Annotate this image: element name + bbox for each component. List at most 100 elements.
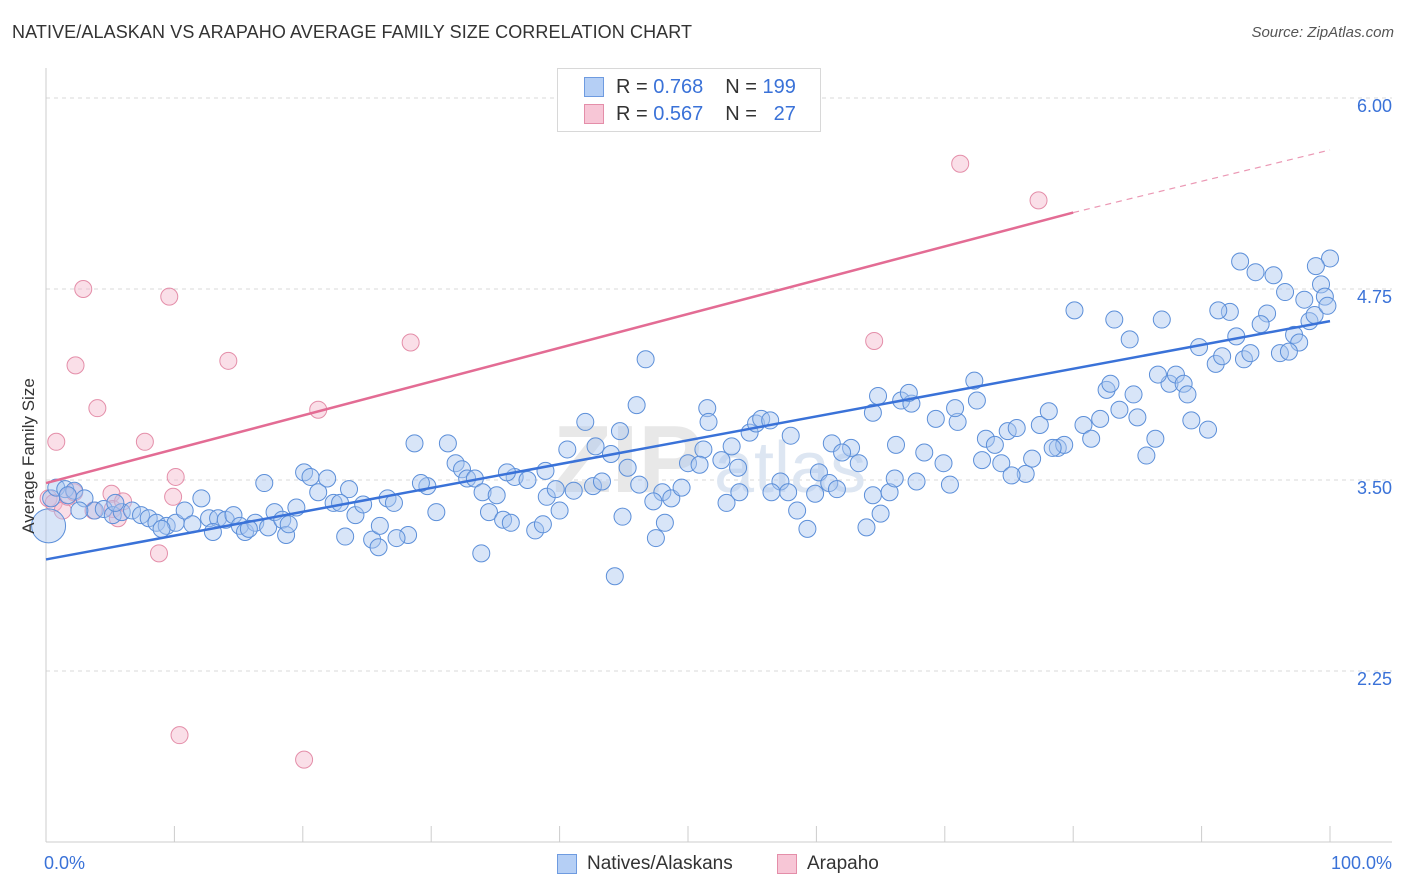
natives-point [340,480,359,499]
natives-point [399,526,418,545]
natives-point [653,483,672,502]
natives-point [644,492,663,511]
natives-point [1270,344,1289,363]
natives-point [1166,365,1185,384]
natives-point [788,501,807,520]
natives-point [301,467,320,486]
natives-point [106,493,125,512]
natives-point [346,506,365,525]
y-tick-label: 6.00 [1357,96,1392,116]
bottom-legend-pink-label: Arapaho [807,853,879,874]
natives-point [762,483,781,502]
natives-point [915,443,934,462]
y-tick-label: 4.75 [1357,287,1392,307]
natives-point [1206,354,1225,373]
natives-point [1065,301,1084,320]
natives-point [729,458,748,477]
legend-n-value: 27 [773,102,796,125]
natives-point [1209,301,1228,320]
natives-point [175,501,194,520]
natives-point [1276,283,1295,302]
arapaho-point [295,750,314,769]
watermark-layer: ZIP atlas [553,406,866,513]
arapaho-point [149,544,168,563]
label-layer: 2.25 3.50 4.75 6.00 0.0% 100.0% Average Family… [19,96,1392,873]
natives-point [85,501,104,520]
natives-point [1137,446,1156,465]
natives-point [1290,333,1309,352]
arapaho-trend-line [45,211,1074,485]
natives-point [1312,275,1331,294]
natives-point [487,486,506,505]
natives-point [586,437,605,456]
natives-point [1199,420,1218,439]
natives-point [940,475,959,494]
bottom-legend-swatch-blue [557,854,577,874]
natives-point [152,519,171,538]
natives-point [295,463,314,482]
natives-point [779,483,798,502]
natives-point [1182,411,1201,430]
natives-point [730,483,749,502]
y-tick-label: 3.50 [1357,478,1392,498]
natives-point [558,440,577,459]
natives-point [992,454,1011,473]
natives-point [1030,415,1049,434]
legend-r-label: R = [616,75,648,98]
natives-point [336,527,355,546]
natives-point [309,483,328,502]
natives-point [453,460,472,479]
legend-r-label: R = [616,102,648,125]
natives-point [318,469,337,488]
natives-point [967,391,986,410]
trend-layer [45,149,1331,561]
natives-point [1306,257,1325,276]
natives-point [646,529,665,548]
natives-point [370,516,389,535]
arapaho-point [160,287,179,306]
y-axis-label: Average Family Size [19,378,38,534]
natives-point [698,399,717,418]
arapaho-point [135,432,154,451]
natives-point [473,483,492,502]
natives-point [277,526,296,545]
stats-legend: R = 0.768 N = 199 R = 0.567 N = 27 [557,68,821,132]
natives-point [806,484,825,503]
natives-point [1039,402,1058,421]
natives-point [1295,290,1314,309]
natives-point [94,500,113,519]
natives-point [583,477,602,496]
natives-point [58,486,77,505]
natives-point [564,481,583,500]
natives-point [1016,464,1035,483]
natives-point [899,383,918,402]
natives-point [636,350,655,369]
natives-point [472,544,491,563]
natives-point [985,435,1004,454]
natives-point [387,529,406,548]
natives-point [1178,385,1197,404]
natives-point [857,518,876,537]
natives-point [1002,466,1021,485]
point-layer [31,154,1339,769]
natives-point [722,437,741,456]
legend-row-blue: R = 0.768 N = 199 [584,74,796,100]
natives-point [1148,365,1167,384]
chart-title: NATIVE/ALASKAN VS ARAPAHO AVERAGE FAMILY… [12,22,693,42]
x-min-label: 0.0% [44,853,85,873]
legend-row-pink: R = 0.567 N = 27 [584,101,796,127]
axis-layer [45,68,1392,843]
natives-point [1120,330,1139,349]
legend-r-value: 0.768 [653,75,704,98]
arapaho-point [1029,191,1048,210]
natives-point [869,386,888,405]
natives-point [605,567,624,586]
natives-point [694,440,713,459]
natives-point [926,409,945,428]
natives-point [1213,347,1232,366]
natives-point [1251,315,1270,334]
arapaho-point [74,280,93,298]
natives-point [592,472,611,491]
natives-point [827,480,846,499]
natives-point [655,513,674,532]
